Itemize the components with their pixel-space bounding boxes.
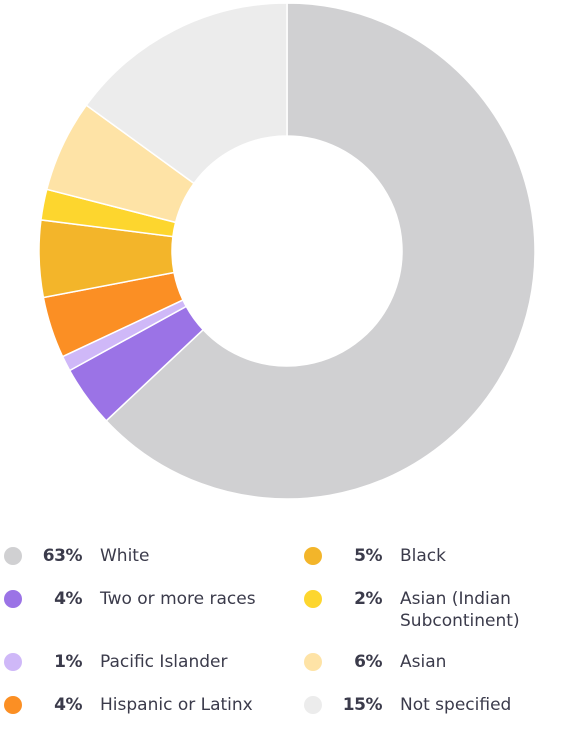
legend-value: 2% [354, 589, 382, 609]
legend-value: 15% [342, 695, 383, 715]
donut-slice [85, 2, 288, 185]
legend-item: 2% Asian (Indian Subcontinent) [304, 588, 560, 632]
legend-item: 4% Two or more races [4, 588, 260, 610]
legend-value: 4% [54, 589, 82, 609]
legend-label: Asian [400, 652, 447, 672]
legend-item: 63% White [4, 545, 260, 567]
legend-swatch [304, 696, 322, 714]
legend-label: Hispanic or Latinx [100, 695, 253, 715]
legend-item: 5% Black [304, 545, 560, 567]
legend-item: 1% Pacific Islander [4, 651, 260, 673]
legend-swatch [304, 547, 322, 565]
legend-item: 15% Not specified [304, 694, 560, 716]
legend-label: Asian (Indian Subcontinent) [400, 589, 520, 631]
legend-swatch [304, 653, 322, 671]
legend-value: 1% [54, 652, 82, 672]
donut-slice [105, 2, 536, 500]
legend-swatch [4, 696, 22, 714]
legend-swatch [304, 590, 322, 608]
legend-swatch [4, 590, 22, 608]
legend-swatch [4, 653, 22, 671]
legend-value: 6% [354, 652, 382, 672]
legend-label: Pacific Islander [100, 652, 228, 672]
legend-value: 4% [54, 695, 82, 715]
legend-value: 63% [42, 546, 83, 566]
legend-item: 4% Hispanic or Latinx [4, 694, 260, 716]
legend-label: Not specified [400, 695, 512, 715]
legend-label: White [100, 546, 150, 566]
legend-item: 6% Asian [304, 651, 560, 673]
legend-swatch [4, 547, 22, 565]
legend-label: Two or more races [100, 589, 256, 609]
legend-value: 5% [354, 546, 382, 566]
legend-label: Black [400, 546, 446, 566]
